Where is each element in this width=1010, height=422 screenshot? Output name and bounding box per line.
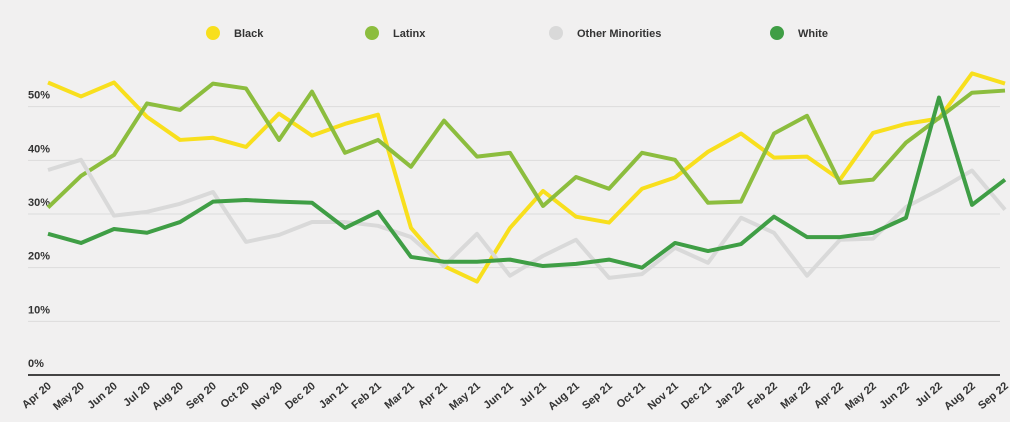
x-tick-label: Aug 21 [546,380,582,413]
x-tick-label: Dec 21 [679,380,714,412]
x-tick-label: Jul 20 [121,380,153,409]
y-tick-label: 40% [28,143,50,155]
x-tick-label: Apr 22 [812,380,846,411]
x-tick-label: Jun 22 [878,380,912,412]
x-tick-label: Dec 20 [283,380,318,412]
x-tick-label: Sep 21 [580,380,615,412]
x-tick-label: May 22 [843,380,879,413]
x-tick-label: Oct 20 [218,380,251,411]
x-tick-label: Mar 21 [383,380,417,412]
x-tick-label: May 20 [51,380,87,413]
y-tick-label: 0% [28,358,44,370]
y-tick-label: 30% [28,197,50,209]
x-tick-label: Aug 22 [942,380,978,413]
line-series [46,81,1006,210]
legend-label: Latinx [393,28,426,40]
x-tick-label: Sep 22 [976,380,1010,412]
y-tick-label: 10% [28,304,50,316]
x-tick-label: Jun 21 [482,380,516,412]
line-series [47,157,1007,280]
line-series [47,71,1006,284]
x-tick-label: Mar 22 [779,380,813,412]
y-tick-label: 20% [28,251,50,263]
x-tick-label: Nov 21 [646,380,681,412]
x-tick-label: Jun 20 [86,380,120,412]
legend-swatch [549,26,563,40]
x-tick-label: Oct 21 [614,380,647,411]
x-tick-label: Jan 21 [317,380,351,411]
x-tick-label: Jan 22 [713,380,747,411]
legend-swatch [365,26,379,40]
legend-swatch [770,26,784,40]
x-tick-label: May 21 [447,380,483,413]
legend-swatch [206,26,220,40]
x-tick-label: Aug 20 [150,380,186,413]
y-tick-label: 50% [28,90,50,102]
x-tick-label: Jul 22 [913,380,945,409]
x-tick-label: Jul 21 [517,380,549,409]
line-series [47,95,1007,270]
legend-label: Other Minorities [577,28,661,40]
legend-label: Black [234,28,264,40]
x-tick-label: Sep 20 [184,380,219,412]
x-tick-label: Feb 21 [350,380,384,412]
x-tick-label: Feb 22 [746,380,780,412]
legend-label: White [798,28,828,40]
x-tick-label: Apr 20 [20,380,54,411]
x-tick-label: Apr 21 [416,380,450,411]
x-tick-label: Nov 20 [250,380,285,412]
